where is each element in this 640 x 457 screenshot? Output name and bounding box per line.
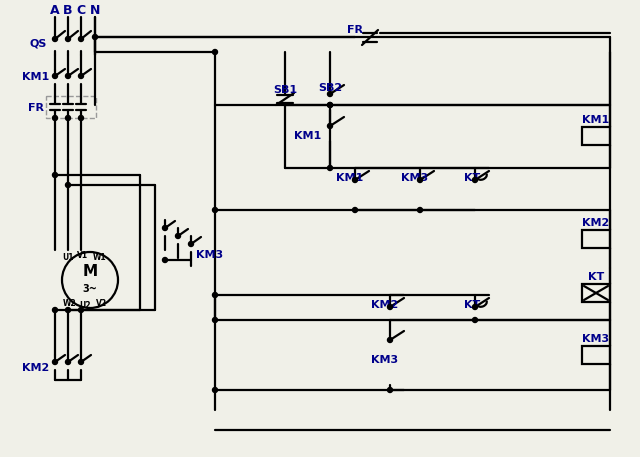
Circle shape	[328, 102, 333, 107]
Circle shape	[52, 308, 58, 313]
Text: KM1: KM1	[294, 131, 322, 141]
Circle shape	[163, 257, 168, 262]
Text: KM2: KM2	[22, 363, 50, 373]
Circle shape	[353, 177, 358, 182]
Circle shape	[65, 182, 70, 187]
Text: W1: W1	[93, 254, 107, 262]
Bar	[46, 96, 96, 118]
Circle shape	[472, 177, 477, 182]
Circle shape	[52, 360, 58, 365]
Text: C: C	[76, 4, 86, 16]
Text: KM3: KM3	[371, 355, 399, 365]
Circle shape	[52, 37, 58, 42]
Text: U2: U2	[79, 302, 91, 310]
Text: U1: U1	[62, 254, 74, 262]
Text: KM3: KM3	[582, 334, 609, 344]
Circle shape	[79, 116, 83, 121]
Circle shape	[189, 241, 193, 246]
Text: KT: KT	[588, 272, 604, 282]
Circle shape	[79, 74, 83, 79]
Circle shape	[387, 388, 392, 393]
Circle shape	[65, 116, 70, 121]
Text: KM2: KM2	[582, 218, 610, 228]
Circle shape	[79, 360, 83, 365]
Circle shape	[328, 123, 333, 128]
Text: KT: KT	[464, 300, 480, 310]
Circle shape	[212, 49, 218, 54]
Circle shape	[472, 304, 477, 309]
Circle shape	[163, 225, 168, 230]
Circle shape	[328, 165, 333, 170]
Circle shape	[417, 177, 422, 182]
Text: KM1: KM1	[582, 115, 610, 125]
Text: FR: FR	[347, 25, 363, 35]
Circle shape	[65, 37, 70, 42]
Text: W2: W2	[63, 298, 77, 308]
Text: M: M	[83, 265, 97, 280]
Circle shape	[212, 388, 218, 393]
Text: V1: V1	[77, 250, 88, 260]
Text: KM1: KM1	[22, 72, 50, 82]
Circle shape	[65, 360, 70, 365]
Circle shape	[175, 234, 180, 239]
Bar	[582, 284, 610, 302]
Circle shape	[65, 308, 70, 313]
Circle shape	[212, 292, 218, 298]
Circle shape	[212, 207, 218, 213]
Text: KM3: KM3	[196, 250, 223, 260]
Circle shape	[387, 304, 392, 309]
Text: KM2: KM2	[371, 300, 399, 310]
Text: KM3: KM3	[401, 173, 429, 183]
Text: A: A	[50, 4, 60, 16]
Circle shape	[52, 116, 58, 121]
Bar	[582, 230, 610, 248]
Circle shape	[328, 102, 333, 107]
Circle shape	[387, 338, 392, 342]
Circle shape	[79, 308, 83, 313]
Text: SB1: SB1	[273, 85, 297, 95]
Text: N: N	[90, 4, 100, 16]
Bar	[582, 127, 610, 145]
Bar	[582, 346, 610, 364]
Circle shape	[472, 318, 477, 323]
Text: B: B	[63, 4, 73, 16]
Circle shape	[79, 37, 83, 42]
Text: 3~: 3~	[83, 284, 97, 294]
Circle shape	[328, 91, 333, 96]
Text: FR: FR	[28, 103, 44, 113]
Text: QS: QS	[29, 39, 47, 49]
Circle shape	[52, 172, 58, 177]
Circle shape	[65, 74, 70, 79]
Text: KM1: KM1	[337, 173, 364, 183]
Text: SB2: SB2	[318, 83, 342, 93]
Circle shape	[417, 207, 422, 213]
Circle shape	[353, 207, 358, 213]
Circle shape	[212, 318, 218, 323]
Text: KT: KT	[464, 173, 480, 183]
Text: V2: V2	[97, 298, 108, 308]
Circle shape	[52, 74, 58, 79]
Circle shape	[93, 34, 97, 39]
